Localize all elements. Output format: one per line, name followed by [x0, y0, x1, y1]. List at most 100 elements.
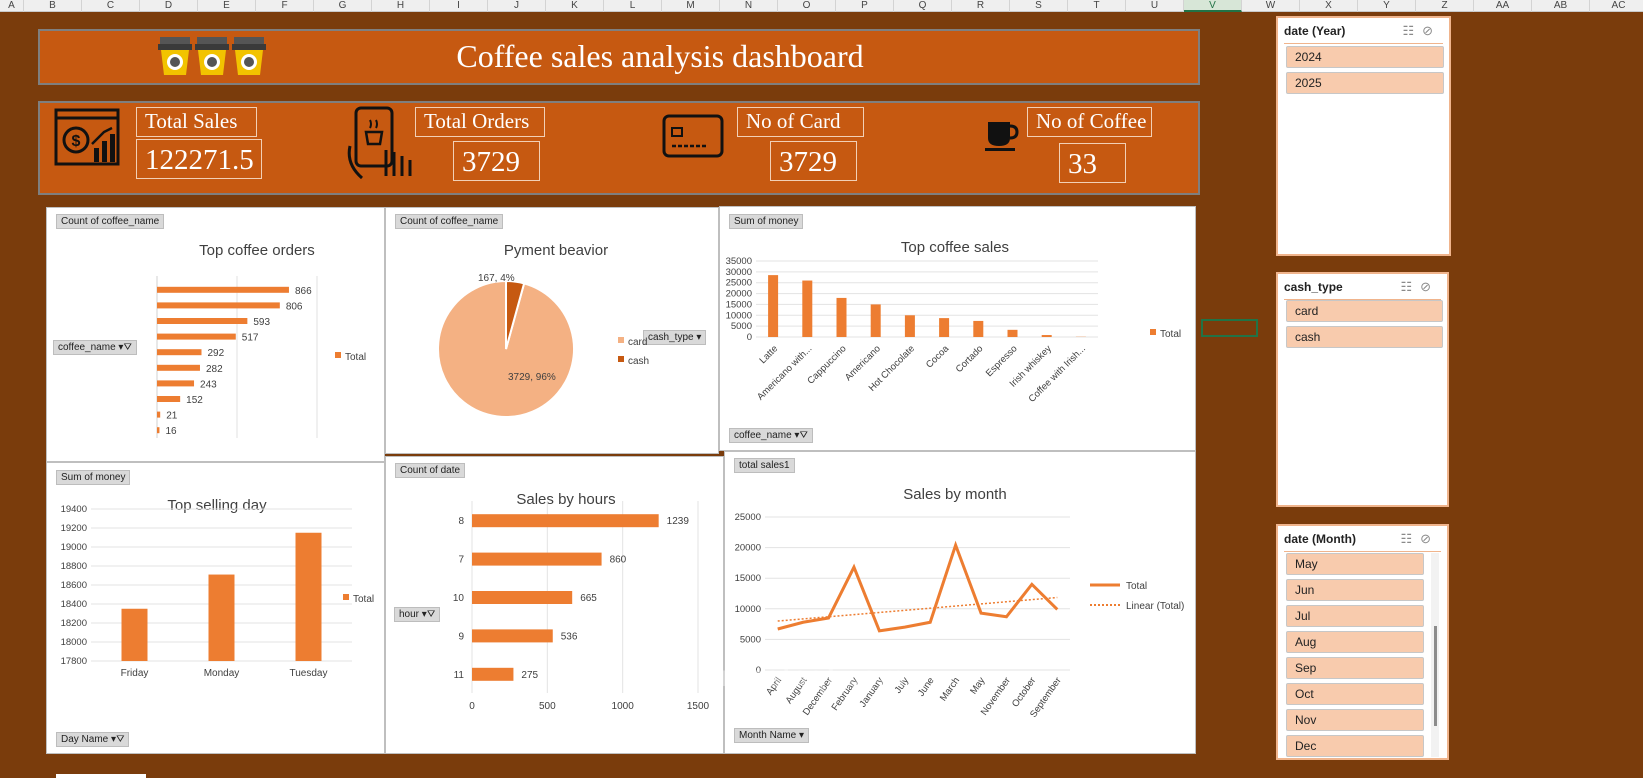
bar — [157, 396, 181, 402]
column-header-c[interactable]: C — [82, 0, 140, 12]
column-header-d[interactable]: D — [140, 0, 198, 12]
column-header-h[interactable]: H — [372, 0, 430, 12]
column-header-j[interactable]: J — [488, 0, 546, 12]
column-header-g[interactable]: G — [314, 0, 372, 12]
top-coffee-orders-panel[interactable]: Count of coffee_name Top coffee orders c… — [46, 207, 385, 462]
column-header-u[interactable]: U — [1126, 0, 1184, 12]
column-header-e[interactable]: E — [198, 0, 256, 12]
filter-icon: ⛛ — [799, 430, 808, 441]
column-header-p[interactable]: P — [836, 0, 894, 12]
bar — [295, 532, 322, 661]
column-header-w[interactable]: W — [1242, 0, 1300, 12]
top-coffee-orders-chart: 866 806 593 517 292 282 243 152 21 16 Total — [156, 276, 366, 438]
bar — [157, 427, 160, 434]
column-header-o[interactable]: O — [778, 0, 836, 12]
multi-select-icon[interactable]: ☷ — [1402, 23, 1423, 38]
slicer-scroll-thumb[interactable] — [1434, 626, 1437, 726]
value-field-button[interactable]: Count of coffee_name — [56, 214, 165, 229]
month-slicer[interactable]: date (Month) ☷⊘ May Jun Jul Aug Sep Oct … — [1276, 524, 1449, 760]
column-header-t[interactable]: T — [1068, 0, 1126, 12]
column-header-m[interactable]: M — [662, 0, 720, 12]
column-header-l[interactable]: L — [604, 0, 662, 12]
column-header-ab[interactable]: AB — [1532, 0, 1590, 12]
bar — [1007, 329, 1018, 337]
slicer-item-may[interactable]: May — [1286, 553, 1424, 575]
slicer-item-2025[interactable]: 2025 — [1286, 72, 1444, 94]
y-tick-label: 18400 — [61, 599, 87, 610]
bar — [836, 297, 847, 337]
axis-field-button[interactable]: Day Name ▾⛛ — [56, 732, 130, 747]
data-label: 536 — [561, 631, 578, 642]
value-field-button[interactable]: total sales1 — [734, 458, 795, 473]
bar — [973, 320, 984, 337]
value-field-button[interactable]: Sum of money — [729, 214, 804, 229]
x-tick-label: Cocoa — [924, 343, 952, 371]
bar — [472, 591, 573, 604]
data-label: 517 — [242, 333, 259, 344]
filter-icon: ⛛ — [426, 609, 436, 620]
legend-key — [618, 356, 624, 362]
slicer-item-jun[interactable]: Jun — [1286, 579, 1424, 601]
clear-filter-icon[interactable]: ⊘ — [1420, 279, 1439, 294]
card-count-label: No of Card — [737, 107, 864, 137]
slicer-item-sep[interactable]: Sep — [1286, 657, 1424, 679]
column-header-r[interactable]: R — [952, 0, 1010, 12]
value-field-button[interactable]: Count of coffee_name — [395, 214, 504, 229]
multi-select-icon[interactable]: ☷ — [1400, 279, 1421, 294]
column-header-z[interactable]: Z — [1416, 0, 1474, 12]
slicer-item-2024[interactable]: 2024 — [1286, 46, 1444, 68]
data-label: 152 — [186, 395, 203, 406]
top-selling-day-panel[interactable]: Sum of money Top selling day Day Name ▾⛛… — [46, 462, 385, 754]
axis-field-button[interactable]: hour ▾⛛ — [394, 607, 441, 622]
column-header-a[interactable]: A — [0, 0, 24, 12]
axis-field-button[interactable]: coffee_name ▾⛛ — [729, 428, 813, 443]
column-header-y[interactable]: Y — [1358, 0, 1416, 12]
value-field-button[interactable]: Count of date — [395, 463, 466, 478]
multi-select-icon[interactable]: ☷ — [1400, 531, 1421, 546]
slicer-item-oct[interactable]: Oct — [1286, 683, 1424, 705]
payment-behavior-panel[interactable]: Count of coffee_name Pyment beavior cash… — [385, 207, 719, 454]
selected-cell[interactable] — [1201, 319, 1258, 337]
top-coffee-sales-panel[interactable]: Sum of money Top coffee sales coffee_nam… — [719, 206, 1196, 451]
year-slicer[interactable]: date (Year) ☷⊘ 2024 2025 — [1276, 16, 1451, 256]
column-header-aa[interactable]: AA — [1474, 0, 1532, 12]
legend-field-button[interactable]: cash_type ▾ — [643, 330, 707, 345]
column-header-ac[interactable]: AC — [1590, 0, 1643, 12]
slicer-item-nov[interactable]: Nov — [1286, 709, 1424, 731]
clear-filter-icon[interactable]: ⊘ — [1422, 23, 1441, 38]
column-header-b[interactable]: B — [24, 0, 82, 12]
column-header-x[interactable]: X — [1300, 0, 1358, 12]
column-header-k[interactable]: K — [546, 0, 604, 12]
data-label: 167, 4% — [478, 273, 515, 284]
column-header-n[interactable]: N — [720, 0, 778, 12]
column-header-v[interactable]: V — [1184, 0, 1242, 12]
slicer-item-jul[interactable]: Jul — [1286, 605, 1424, 627]
column-header-f[interactable]: F — [256, 0, 314, 12]
axis-field-button[interactable]: coffee_name ▾⛛ — [53, 340, 137, 355]
y-tick-label: 30000 — [726, 267, 752, 278]
data-label: 860 — [610, 555, 627, 566]
bar — [157, 286, 289, 293]
legend-label: card — [628, 337, 647, 348]
sales-by-month-panel[interactable]: total sales1 Sales by month Month Name ▾… — [724, 451, 1196, 754]
value-field-button[interactable]: Sum of money — [56, 470, 131, 485]
slicer-item-card[interactable]: card — [1286, 300, 1443, 322]
clear-filter-icon[interactable]: ⊘ — [1420, 531, 1439, 546]
column-header-q[interactable]: Q — [894, 0, 952, 12]
slicer-title: cash_type — [1284, 280, 1343, 294]
sales-by-hours-panel[interactable]: Count of date Sales by hours hour ▾⛛ 0 50… — [385, 456, 724, 754]
column-header-i[interactable]: I — [430, 0, 488, 12]
y-tick-label: 10 — [453, 593, 465, 604]
slicer-item-aug[interactable]: Aug — [1286, 631, 1424, 653]
x-tick-label: Cortado — [954, 343, 986, 375]
x-tick-label: May — [968, 675, 987, 696]
axis-field-button[interactable]: Month Name ▾ — [734, 728, 810, 743]
slicer-item-dec[interactable]: Dec — [1286, 735, 1424, 757]
slicer-item-cash[interactable]: cash — [1286, 326, 1443, 348]
cash-type-slicer[interactable]: cash_type ☷⊘ card cash — [1276, 272, 1449, 507]
y-tick-label: 15000 — [735, 573, 761, 584]
data-label: 593 — [253, 317, 270, 328]
sheet-tab[interactable] — [56, 774, 146, 778]
column-header-s[interactable]: S — [1010, 0, 1068, 12]
